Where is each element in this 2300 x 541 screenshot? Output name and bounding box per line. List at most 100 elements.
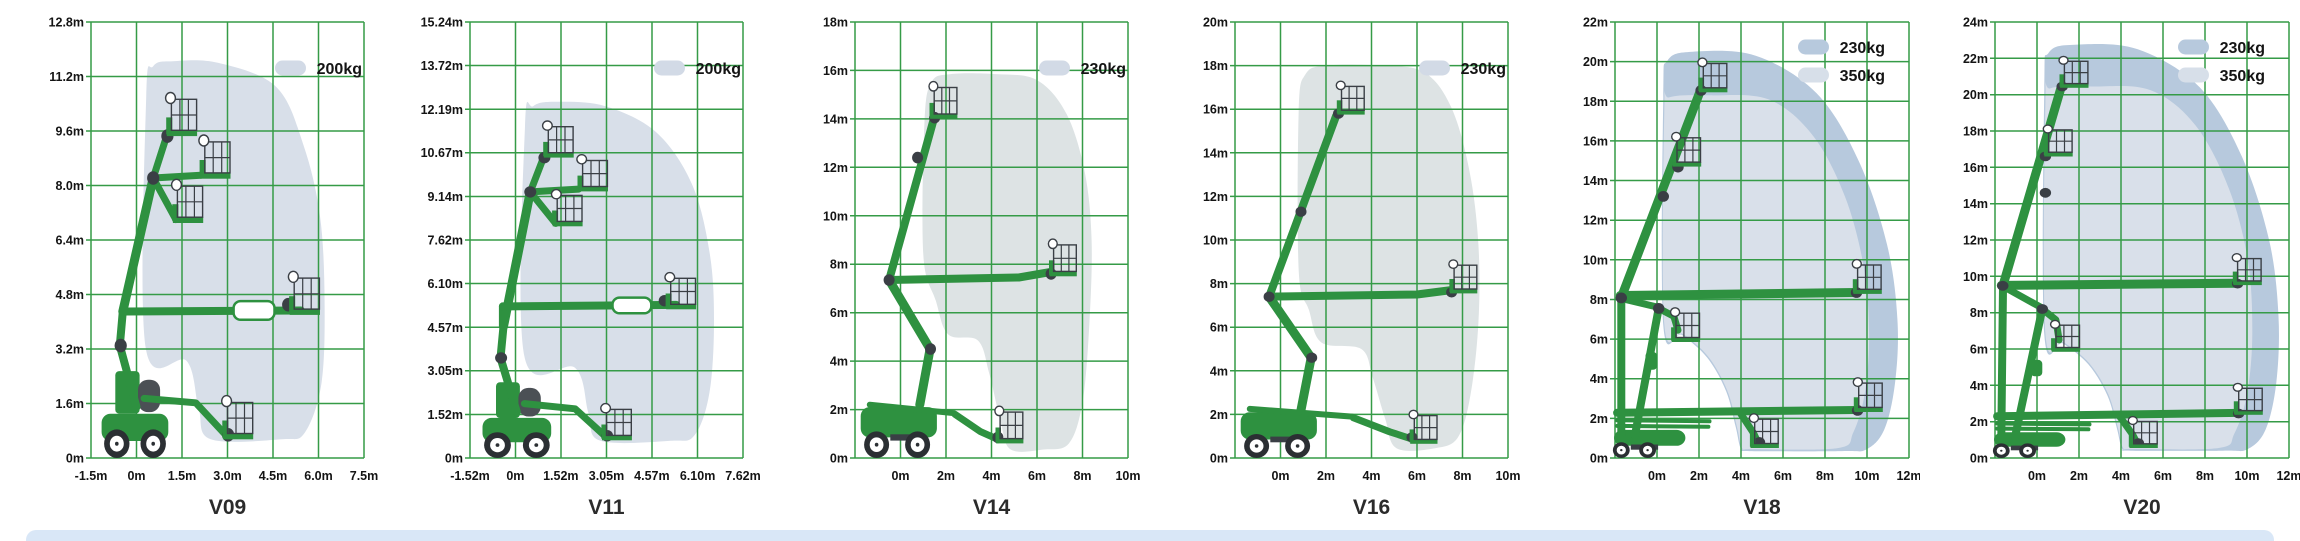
y-tick-label: 6m [1590, 333, 1608, 347]
boom-arm [1995, 421, 2092, 427]
boom-arm [1615, 423, 1711, 429]
operator-head-icon [2232, 382, 2243, 392]
y-tick-label: 20m [1203, 16, 1228, 30]
boom-arm [866, 401, 957, 417]
boom-joint [1306, 352, 1318, 363]
operator-head-icon [164, 91, 177, 105]
operator-head-icon [550, 188, 562, 200]
basket-cage [1052, 244, 1078, 273]
y-tick-label: 12.19m [421, 103, 463, 117]
y-tick-label: 12m [1963, 234, 1988, 248]
grid [1990, 21, 2290, 459]
boom-joint [1615, 292, 1627, 304]
platform-basket [2049, 319, 2081, 352]
x-tick-label: 10m [1495, 469, 1520, 483]
platform-basket [1851, 258, 1882, 294]
platform-basket [1748, 413, 1779, 448]
platform-basket [928, 80, 958, 119]
y-tick-label: 24m [1963, 16, 1988, 30]
x-tick-label: -1.52m [450, 469, 490, 483]
platform-basket [1697, 57, 1728, 93]
y-tick-label: 20m [1583, 55, 1608, 69]
boom-joint [1653, 303, 1665, 314]
boom-arm [1995, 426, 2091, 432]
y-tick-label: 2m [830, 403, 848, 417]
platform-basket [1408, 409, 1438, 444]
platform-basket [2127, 415, 2158, 448]
basket-cage [999, 411, 1024, 440]
boom-arm [118, 173, 158, 316]
y-tick-label: 4.8m [56, 288, 85, 302]
x-tick-label: 12m [1896, 469, 1920, 483]
machine-v16 [1240, 80, 1478, 458]
x-tick-label: 0m [506, 469, 524, 483]
boom-arm [885, 116, 938, 284]
operator-head-icon [1448, 259, 1459, 269]
envelope-350kg [2043, 81, 2253, 450]
chart-v11: 15.24m 13.72m 12.19m 10.67m 9.14m 7.62m 6.10m 4… [379, 0, 775, 530]
boom-arm [1615, 418, 1712, 424]
x-tick-label: 0m [2028, 469, 2046, 483]
boom-joint [883, 274, 895, 286]
chart-title: V18 [1743, 496, 1781, 519]
platform-basket [550, 188, 583, 227]
y-tick-label: 20m [1963, 88, 1988, 102]
boom-joint [524, 186, 537, 198]
chart-svg-v14: 18m 16m 14m 12m 10m 8m 6m 4m 2m 0m 0m 2m 4m 6m 8m 10m 23… [823, 16, 1141, 520]
y-tick-label: 4m [830, 355, 848, 369]
x-tick-label: 7.62m [725, 469, 760, 483]
operator-head-icon [1852, 377, 1863, 388]
y-tick-label: 10m [1963, 270, 1988, 284]
x-tick-label: 4m [982, 469, 1000, 483]
platform-basket [170, 178, 204, 223]
y-tick-label: 12m [823, 161, 848, 175]
chart-svg-v16: 20m 18m 16m 14m 12m 10m 8m 6m 4m 2m 0m 0m 2m 4m 6m 8m 10… [1203, 16, 1521, 520]
x-tick-label: 0m [891, 469, 909, 483]
envelope-230kg [922, 73, 1092, 452]
x-tick-label: 3.05m [589, 469, 624, 483]
platform-basket [221, 394, 254, 440]
y-tick-label: 16m [1963, 161, 1988, 175]
boom-arm [1349, 414, 1415, 443]
y-tick-label: 6.4m [56, 234, 85, 248]
x-tick-label: 2m [2070, 469, 2088, 483]
boom-joint [1997, 280, 2009, 291]
y-tick-label: 0m [1210, 452, 1228, 466]
boom-arm [1296, 353, 1316, 415]
machine-underbody [1270, 436, 1292, 443]
chart-title: V09 [209, 496, 246, 519]
legend-swatch [2178, 67, 2209, 83]
operator-head-icon [1851, 258, 1862, 269]
operator-head-icon [2127, 415, 2139, 426]
boom-joint [2039, 187, 2052, 198]
legend-swatch [1039, 60, 1070, 76]
legend-swatch [654, 60, 685, 76]
grid [850, 21, 1129, 459]
x-tick-label: 10m [1854, 469, 1879, 483]
boom-joint [1657, 191, 1669, 202]
machine-chassis [860, 407, 937, 438]
y-tick-label: 18m [1963, 125, 1988, 139]
operator-head-icon [664, 271, 676, 283]
boom-telescope [611, 296, 653, 315]
boom-arm [884, 275, 935, 354]
y-tick-label: 12.8m [49, 16, 84, 30]
x-tick-label: 4.57m [634, 469, 669, 483]
boom-arm [951, 410, 1001, 443]
legend-label: 350kg [1840, 68, 1885, 85]
platform-basket [2231, 253, 2262, 286]
y-tick-label: 12m [1583, 214, 1608, 228]
chart-svg-v20: 24m 22m 20m 18m 16m 14m 12m 10m 8m 6m 4m 2m 0m 0m 2m 4m… [1963, 16, 2300, 520]
x-tick-label: 10m [1115, 469, 1140, 483]
platform-basket [1448, 259, 1478, 294]
operator-head-icon [221, 394, 233, 408]
platform-basket [2042, 124, 2073, 157]
boom-arm [885, 268, 1055, 284]
platform-basket [600, 402, 632, 441]
y-tick-label: 2m [1210, 408, 1228, 422]
y-tick-label: 11.2m [49, 70, 84, 84]
legend-label: 230kg [1081, 61, 1126, 78]
boom-joint [1263, 291, 1275, 302]
legend-swatch [1419, 60, 1450, 76]
